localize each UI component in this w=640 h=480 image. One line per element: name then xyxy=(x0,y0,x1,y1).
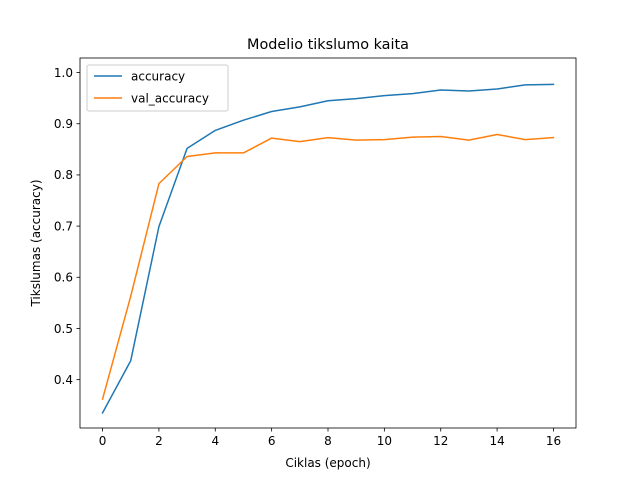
x-tick-label: 14 xyxy=(489,434,504,448)
series-line-val-accuracy xyxy=(101,133,555,401)
x-tick-label: 0 xyxy=(99,434,107,448)
x-axis-label: Ciklas (epoch) xyxy=(285,456,370,470)
series-line-accuracy xyxy=(101,83,555,414)
x-tick-label: 6 xyxy=(268,434,276,448)
legend-label-val-accuracy: val_accuracy xyxy=(131,92,209,106)
legend: accuracy val_accuracy xyxy=(86,64,229,112)
y-tick-label: 0.7 xyxy=(54,219,73,233)
y-axis-label: Tikslumas (accuracy) xyxy=(29,179,43,307)
y-axis-ticks: 0.4 0.5 0.6 0.7 0.8 0.9 1.0 xyxy=(54,66,80,387)
x-axis-ticks: 0 2 4 6 8 10 12 14 16 xyxy=(99,428,561,448)
y-tick-label: 0.8 xyxy=(54,168,73,182)
x-tick-label: 2 xyxy=(155,434,163,448)
x-tick-label: 8 xyxy=(324,434,332,448)
x-tick-label: 4 xyxy=(211,434,219,448)
series-layer xyxy=(101,83,555,414)
x-tick-label: 16 xyxy=(546,434,561,448)
y-tick-label: 1.0 xyxy=(54,66,73,80)
y-tick-label: 0.4 xyxy=(54,373,73,387)
legend-label-accuracy: accuracy xyxy=(131,70,185,84)
x-tick-label: 10 xyxy=(377,434,392,448)
chart-title: Modelio tikslumo kaita xyxy=(247,37,409,53)
y-tick-label: 0.5 xyxy=(54,322,73,336)
legend-box xyxy=(86,64,229,112)
y-tick-label: 0.9 xyxy=(54,117,73,131)
x-tick-label: 12 xyxy=(433,434,448,448)
y-tick-label: 0.6 xyxy=(54,271,73,285)
